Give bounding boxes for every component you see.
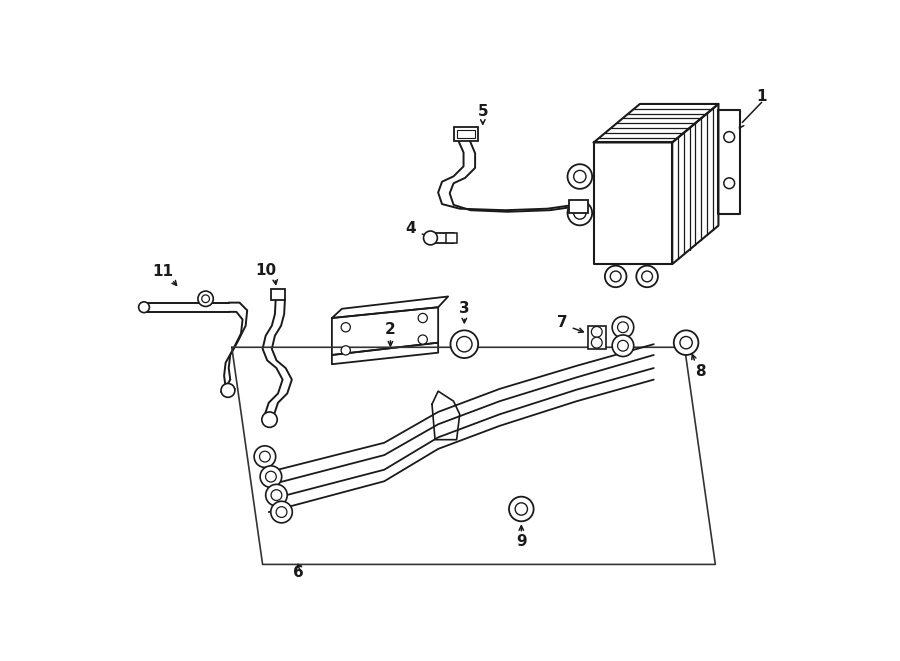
- Circle shape: [617, 322, 628, 332]
- Circle shape: [424, 231, 437, 245]
- Circle shape: [610, 271, 621, 282]
- Circle shape: [573, 207, 586, 219]
- Bar: [454, 127, 478, 141]
- Text: 8: 8: [695, 364, 706, 379]
- Circle shape: [139, 302, 149, 313]
- Circle shape: [724, 132, 734, 142]
- Circle shape: [418, 335, 427, 344]
- Circle shape: [612, 317, 634, 338]
- Circle shape: [221, 383, 235, 397]
- Bar: [569, 200, 588, 213]
- Circle shape: [202, 295, 210, 303]
- Text: 7: 7: [557, 315, 567, 330]
- Circle shape: [276, 507, 287, 518]
- Circle shape: [198, 291, 213, 307]
- Circle shape: [341, 346, 350, 355]
- Bar: [446, 233, 456, 243]
- Circle shape: [456, 336, 472, 352]
- Circle shape: [254, 446, 275, 467]
- Circle shape: [266, 485, 287, 506]
- Text: 6: 6: [292, 564, 303, 580]
- Circle shape: [617, 340, 628, 351]
- Circle shape: [591, 327, 602, 337]
- Circle shape: [605, 266, 626, 288]
- Bar: [588, 326, 606, 349]
- Text: 11: 11: [152, 264, 173, 280]
- Circle shape: [591, 337, 602, 348]
- Circle shape: [509, 496, 534, 522]
- Circle shape: [568, 164, 592, 189]
- Circle shape: [568, 201, 592, 225]
- Text: 10: 10: [255, 263, 276, 278]
- Circle shape: [262, 412, 277, 428]
- Bar: [271, 289, 285, 299]
- Circle shape: [680, 336, 692, 349]
- Text: 3: 3: [459, 301, 470, 316]
- Circle shape: [573, 171, 586, 182]
- Circle shape: [271, 501, 292, 523]
- Circle shape: [341, 323, 350, 332]
- Circle shape: [259, 451, 270, 462]
- Text: 9: 9: [516, 534, 526, 549]
- Text: 4: 4: [405, 221, 416, 236]
- Circle shape: [724, 178, 734, 188]
- Circle shape: [515, 503, 527, 515]
- Circle shape: [266, 471, 276, 482]
- Bar: [456, 130, 475, 138]
- Circle shape: [642, 271, 652, 282]
- Text: 1: 1: [756, 89, 767, 104]
- Circle shape: [260, 466, 282, 487]
- Circle shape: [451, 330, 478, 358]
- Circle shape: [636, 266, 658, 288]
- Circle shape: [418, 313, 427, 323]
- Circle shape: [271, 490, 282, 500]
- Text: 2: 2: [385, 322, 396, 337]
- Circle shape: [674, 330, 698, 355]
- Circle shape: [612, 335, 634, 356]
- Text: 5: 5: [478, 104, 488, 119]
